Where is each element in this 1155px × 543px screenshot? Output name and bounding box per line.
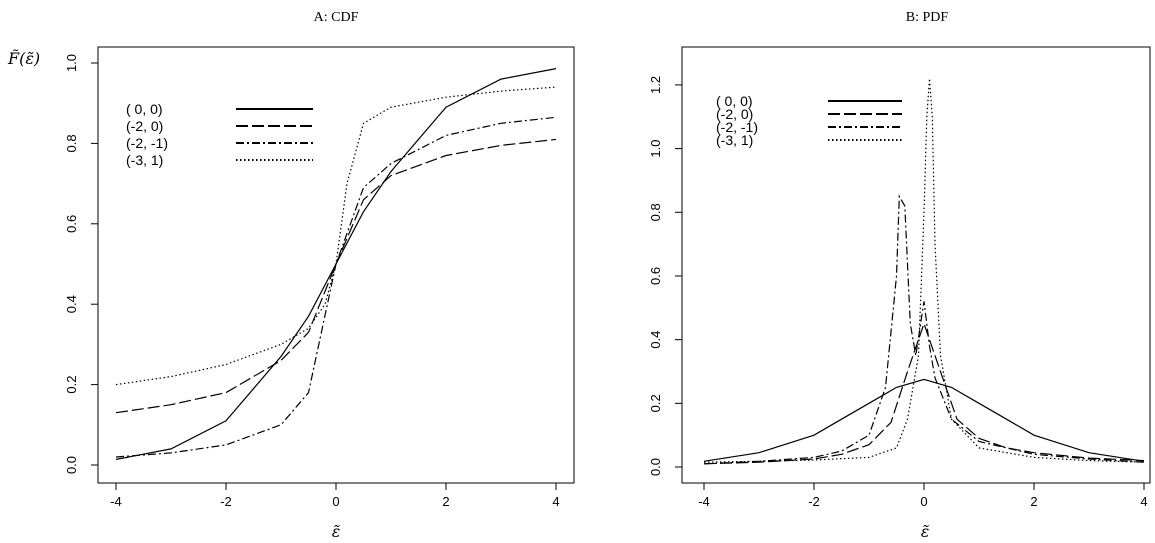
panel-b-legend-label: (-2, 0) bbox=[716, 106, 753, 122]
panel-a-cdf: A: CDF F̃(ε̃) ε̃ -4 -2 0 2 4 0.0 0.2 0.4 0.6 0.8 1… bbox=[7, 10, 575, 541]
panel-b-ytick-label: 1.2 bbox=[648, 76, 663, 94]
panel-a-legend-label: (-2, 0) bbox=[126, 118, 163, 134]
panel-b-series-line bbox=[703, 194, 1145, 465]
panel-a-xtick-label: -4 bbox=[110, 494, 122, 509]
panel-b-plot-frame bbox=[681, 46, 1151, 484]
panel-a-xlabel: ε̃ bbox=[332, 522, 341, 541]
panel-a-ytick-label: 0.0 bbox=[64, 456, 79, 474]
panel-a-ytick-label: 0.4 bbox=[64, 295, 79, 313]
panel-a-xtick-label: -2 bbox=[220, 494, 232, 509]
panel-b-legend-label: (-3, 1) bbox=[716, 132, 753, 148]
panel-a-xtick-label: 0 bbox=[332, 494, 339, 509]
panel-b-ytick-label: 0.4 bbox=[648, 331, 663, 349]
panel-b-xtick-label: -2 bbox=[808, 494, 820, 509]
panel-b-xtick-label: -4 bbox=[698, 494, 710, 509]
panel-b-xtick-label: 0 bbox=[920, 494, 927, 509]
panel-b-series-line bbox=[703, 78, 1145, 463]
panel-b-ytick-label: 0.2 bbox=[648, 394, 663, 412]
panel-b-xlabel: ε̃ bbox=[921, 522, 930, 541]
panel-a-legend-label: (-3, 1) bbox=[126, 152, 163, 168]
panel-a-xtick-label: 4 bbox=[552, 494, 559, 509]
panel-b-series-line bbox=[703, 321, 1145, 465]
panel-b-ytick-label: 0.8 bbox=[648, 203, 663, 221]
panel-a-ylabel: F̃(ε̃) bbox=[7, 49, 40, 68]
panel-b-series-line bbox=[703, 378, 1145, 462]
panel-b-xtick-label: 2 bbox=[1030, 494, 1037, 509]
panel-a-ytick-label: 0.8 bbox=[64, 134, 79, 152]
panel-a-title: A: CDF bbox=[314, 10, 359, 25]
panel-b-pdf: B: PDF ε̃ -4 -2 0 2 4 0.0 0.2 0.4 0.6 0.8 1.0 1.2 ( … bbox=[648, 10, 1151, 541]
panel-b-title: B: PDF bbox=[906, 10, 949, 25]
panel-b-ytick-label: 0.6 bbox=[648, 267, 663, 285]
panel-a-ytick-label: 0.6 bbox=[64, 215, 79, 233]
panel-b-legend-label: ( 0, 0) bbox=[716, 93, 753, 109]
panel-b-ytick-label: 1.0 bbox=[648, 140, 663, 158]
panel-a-series-line bbox=[115, 138, 557, 414]
panel-a-xtick-label: 2 bbox=[442, 494, 449, 509]
panel-b-legend-label: (-2, -1) bbox=[716, 119, 758, 135]
panel-a-ytick-label: 0.2 bbox=[64, 376, 79, 394]
panel-b-ytick-label: 0.0 bbox=[648, 458, 663, 476]
panel-a-legend-label: (-2, -1) bbox=[126, 135, 168, 151]
panel-b-xtick-label: 4 bbox=[1140, 494, 1147, 509]
panel-a-ytick-label: 1.0 bbox=[64, 54, 79, 72]
panel-a-legend-label: ( 0, 0) bbox=[126, 101, 163, 117]
panel-a-series-line bbox=[115, 86, 557, 386]
panel-a-series-line bbox=[115, 116, 557, 458]
